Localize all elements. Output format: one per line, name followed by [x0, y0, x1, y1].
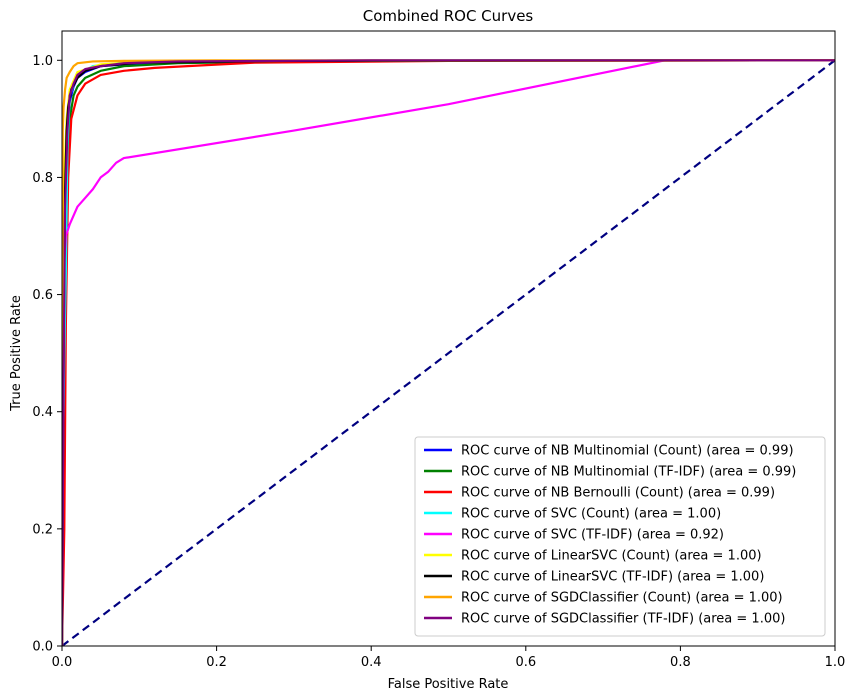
axes-layer: 0.0 0.2 0.4 0.6 0.8 1.0 0.0 0.2 0.4 0.6 0.8 1.0: [32, 30, 846, 670]
y-tick-label: 1.0: [32, 54, 53, 69]
x-tick-label: 0.2: [206, 655, 227, 670]
legend-label-2: ROC curve of NB Multinomial (TF-IDF) (ar…: [461, 465, 796, 480]
legend-label-5: ROC curve of SVC (TF-IDF) (area = 0.92): [461, 528, 724, 543]
legend-label-4: ROC curve of SVC (Count) (area = 1.00): [461, 507, 721, 522]
legend-label-6: ROC curve of LinearSVC (Count) (area = 1…: [461, 549, 762, 564]
x-tick-label: 0.0: [52, 655, 73, 670]
y-tick-label: 0.2: [32, 522, 53, 537]
legend-label-7: ROC curve of LinearSVC (TF-IDF) (area = …: [461, 570, 764, 585]
series-line-8: [62, 59, 835, 646]
chance-diagonal-line: [62, 59, 835, 646]
legend-label-8: ROC curve of SGDClassifier (Count) (area…: [461, 591, 783, 606]
legend-label-9: ROC curve of SGDClassifier (TF-IDF) (are…: [461, 612, 785, 627]
x-tick-label: 0.4: [361, 655, 382, 670]
series-lines: [62, 59, 835, 646]
legend-label-3: ROC curve of NB Bernoulli (Count) (area …: [461, 486, 775, 501]
legend: ROC curve of NB Multinomial (Count) (are…: [414, 436, 826, 637]
y-tick-label: 0.0: [32, 640, 53, 655]
series-line-9: [62, 59, 835, 646]
x-axis-title: False Positive Rate: [388, 677, 509, 692]
y-tick-label: 0.8: [32, 171, 53, 186]
plot-area: [62, 59, 835, 646]
y-tick-label: 0.6: [32, 288, 53, 303]
y-tick-label: 0.4: [32, 405, 53, 420]
x-tick-label: 0.8: [670, 655, 691, 670]
chart-title: Combined ROC Curves: [363, 7, 534, 25]
x-tick-label: 0.6: [515, 655, 536, 670]
legend-label-1: ROC curve of NB Multinomial (Count) (are…: [461, 444, 794, 459]
legend-box: [414, 436, 826, 637]
x-tick-label: 1.0: [825, 655, 846, 670]
axes-frame: [61, 30, 836, 647]
y-axis-title: True Positive Rate: [9, 295, 24, 412]
